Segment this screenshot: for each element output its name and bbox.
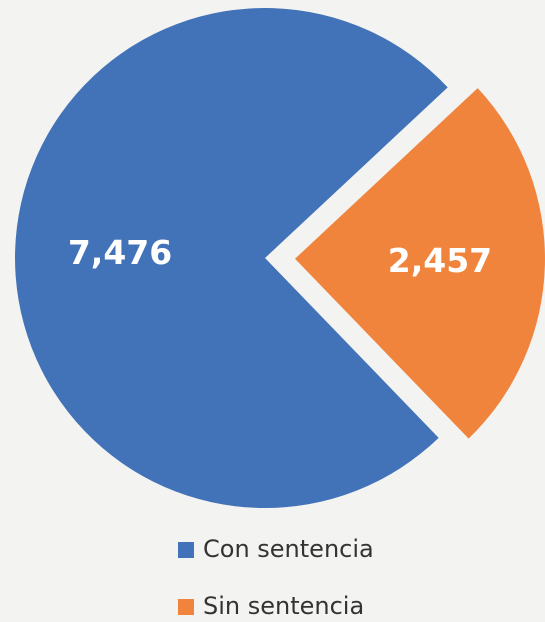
value-label: 2,457 (388, 241, 492, 280)
legend-swatch (178, 599, 194, 615)
pie-slice (294, 88, 545, 439)
legend-label: Con sentencia (203, 535, 374, 563)
value-label: 7,476 (68, 233, 172, 272)
legend-swatch (178, 542, 194, 558)
pie-slice (15, 8, 448, 509)
legend-label: Sin sentencia (203, 592, 364, 620)
